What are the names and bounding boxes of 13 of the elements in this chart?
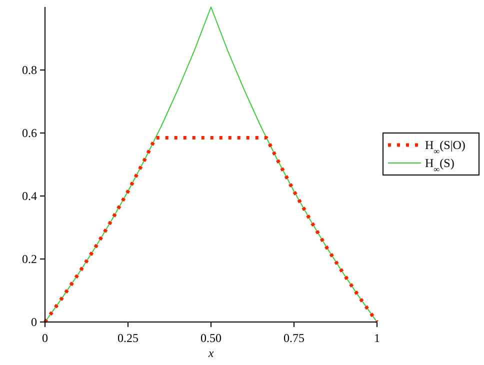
x-tick-label: 1 <box>374 331 380 345</box>
x-tick-label: 0.25 <box>118 331 138 345</box>
x-axis-title: x <box>207 346 214 360</box>
y-tick-label: 0.6 <box>22 126 37 140</box>
legend-label: H$_{∞}$(S) <box>425 156 454 174</box>
y-tick-label: 0.8 <box>22 63 37 77</box>
x-tick-label: 0.75 <box>284 331 304 345</box>
x-tick-label: 0 <box>42 331 48 345</box>
x-tick-label: 0.50 <box>200 331 222 345</box>
y-tick-label: 0.2 <box>22 252 37 266</box>
y-tick-label: 0 <box>31 315 37 329</box>
y-tick-label: 0.4 <box>22 189 37 203</box>
legend-label: H$_{∞}$(S|O) <box>425 138 466 156</box>
